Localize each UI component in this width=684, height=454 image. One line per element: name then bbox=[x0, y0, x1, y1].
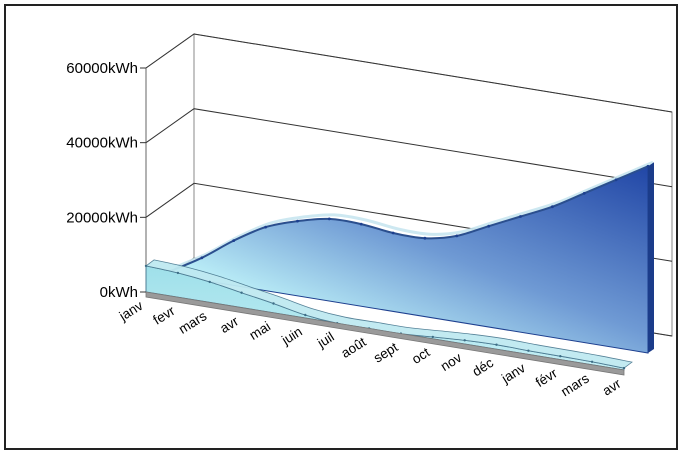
data-point-back bbox=[519, 215, 522, 218]
data-point-back bbox=[327, 217, 331, 221]
x-tick-label: févr bbox=[533, 365, 560, 390]
x-tick-label: fevr bbox=[150, 303, 177, 328]
x-tick-label: sept bbox=[371, 339, 401, 365]
data-point-back bbox=[423, 236, 427, 240]
gridline bbox=[145, 108, 673, 188]
y-axis: 0kWh 20000kWh 40000kWh 60000kWh bbox=[66, 60, 146, 301]
x-tick-label: avr bbox=[217, 313, 241, 336]
x-tick-label: déc bbox=[470, 355, 497, 379]
data-point-back bbox=[551, 205, 554, 209]
data-point-back bbox=[455, 234, 459, 238]
x-tick-label: avr bbox=[600, 376, 624, 399]
left-wall-edge bbox=[145, 33, 195, 258]
y-tick-label: 0kWh bbox=[100, 284, 138, 301]
data-point-back bbox=[582, 191, 586, 195]
data-point-front bbox=[463, 339, 466, 342]
data-point-front bbox=[527, 349, 530, 352]
data-point-back bbox=[200, 256, 204, 260]
x-tick-label: mars bbox=[176, 308, 210, 337]
data-point-front bbox=[431, 335, 434, 339]
x-tick-label: mai bbox=[247, 319, 273, 343]
y-tick-label: 60000kWh bbox=[66, 60, 138, 77]
gridline bbox=[145, 33, 673, 113]
data-point-back bbox=[296, 219, 299, 223]
data-point-front bbox=[304, 313, 307, 317]
series-side-back bbox=[648, 162, 654, 353]
x-tick-label: janv bbox=[498, 360, 528, 387]
data-point-back bbox=[487, 224, 491, 228]
series-ridge-back bbox=[174, 160, 654, 269]
back-series-layer bbox=[168, 160, 654, 354]
floor-slab bbox=[145, 291, 625, 376]
chart-floor bbox=[145, 291, 625, 376]
y-tick-label: 20000kWh bbox=[66, 209, 138, 226]
x-tick-label: oct bbox=[409, 344, 432, 366]
data-point-back bbox=[264, 225, 267, 229]
x-tick-label: mars bbox=[558, 370, 592, 399]
data-point-back bbox=[232, 239, 236, 243]
data-point-back bbox=[391, 231, 395, 235]
data-point-front bbox=[272, 302, 275, 305]
data-point-front bbox=[590, 360, 594, 363]
data-point-back bbox=[359, 222, 363, 226]
data-point-front bbox=[176, 271, 180, 275]
x-tick-label: août bbox=[338, 334, 368, 361]
data-point-front bbox=[622, 366, 626, 370]
data-point-front bbox=[208, 280, 211, 284]
x-tick-label: juil bbox=[314, 329, 337, 351]
data-point-front bbox=[240, 291, 243, 294]
series-line-back bbox=[169, 165, 649, 273]
x-tick-label: juin bbox=[278, 324, 305, 348]
x-tick-label: janv bbox=[116, 298, 146, 325]
x-tick-label: nov bbox=[438, 350, 465, 374]
data-point-front bbox=[559, 355, 562, 358]
data-point-back bbox=[614, 178, 618, 182]
y-tick-label: 40000kWh bbox=[66, 135, 138, 152]
data-point-front bbox=[144, 264, 148, 268]
data-point-front bbox=[495, 343, 498, 346]
